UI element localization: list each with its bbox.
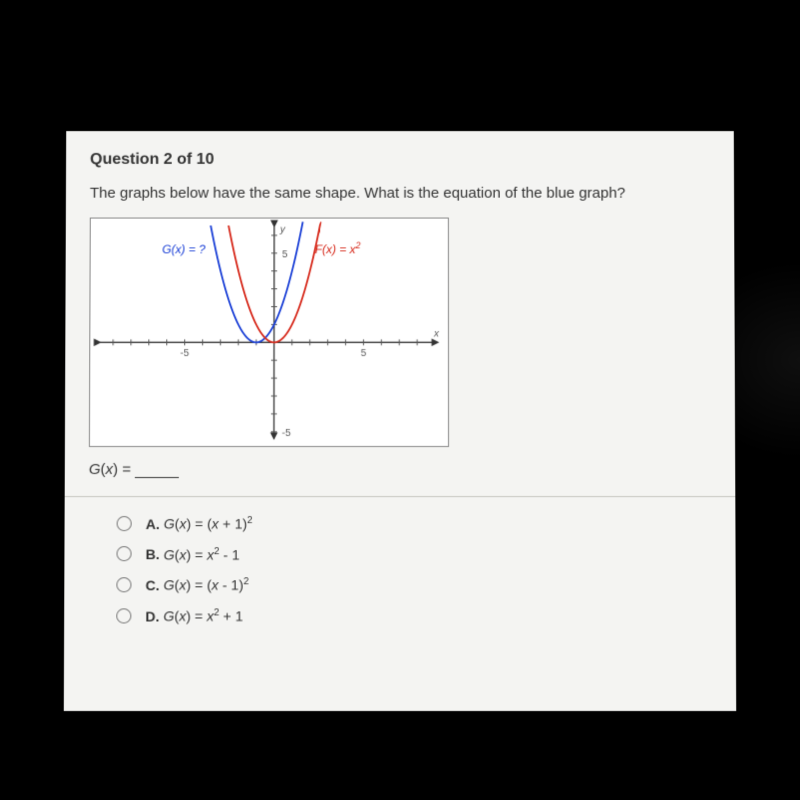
option-label: B.G(x) = x2 - 1 bbox=[146, 546, 240, 563]
radio-button[interactable] bbox=[116, 608, 131, 623]
radio-button[interactable] bbox=[116, 577, 131, 592]
svg-text:-5: -5 bbox=[282, 428, 291, 439]
svg-text:5: 5 bbox=[282, 249, 288, 260]
answer-prompt: G(x) = bbox=[89, 461, 711, 478]
radio-button[interactable] bbox=[117, 516, 132, 531]
question-text: The graphs below have the same shape. Wh… bbox=[90, 183, 710, 204]
svg-text:5: 5 bbox=[361, 348, 367, 359]
answer-prefix: G bbox=[89, 461, 101, 478]
worksheet-paper: Question 2 of 10 The graphs below have t… bbox=[64, 131, 736, 711]
graph-svg: 5 -5 5 -5 x y G(x) = ? F(x) = x2 bbox=[90, 219, 448, 447]
option-label: C.G(x) = (x - 1)2 bbox=[145, 577, 248, 594]
option-row[interactable]: D.G(x) = x2 + 1 bbox=[116, 607, 712, 624]
graph-figure: 5 -5 5 -5 x y G(x) = ? F(x) = x2 bbox=[89, 218, 449, 447]
question-number: Question 2 of 10 bbox=[90, 151, 710, 169]
divider bbox=[65, 496, 736, 497]
option-label: A.G(x) = (x + 1)2 bbox=[146, 515, 253, 532]
svg-text:y: y bbox=[279, 224, 286, 235]
svg-text:-5: -5 bbox=[180, 348, 189, 359]
svg-text:F(x) = x2: F(x) = x2 bbox=[315, 240, 361, 256]
svg-text:G(x) = ?: G(x) = ? bbox=[162, 242, 206, 256]
svg-text:x: x bbox=[433, 328, 440, 339]
option-row[interactable]: B.G(x) = x2 - 1 bbox=[116, 546, 711, 563]
options-list: A.G(x) = (x + 1)2 B.G(x) = x2 - 1 C.G(x) =… bbox=[116, 515, 712, 624]
option-row[interactable]: C.G(x) = (x - 1)2 bbox=[116, 577, 711, 594]
answer-blank bbox=[135, 477, 179, 478]
radio-button[interactable] bbox=[116, 547, 131, 562]
option-row[interactable]: A.G(x) = (x + 1)2 bbox=[117, 515, 712, 532]
option-label: D.G(x) = x2 + 1 bbox=[145, 607, 243, 624]
